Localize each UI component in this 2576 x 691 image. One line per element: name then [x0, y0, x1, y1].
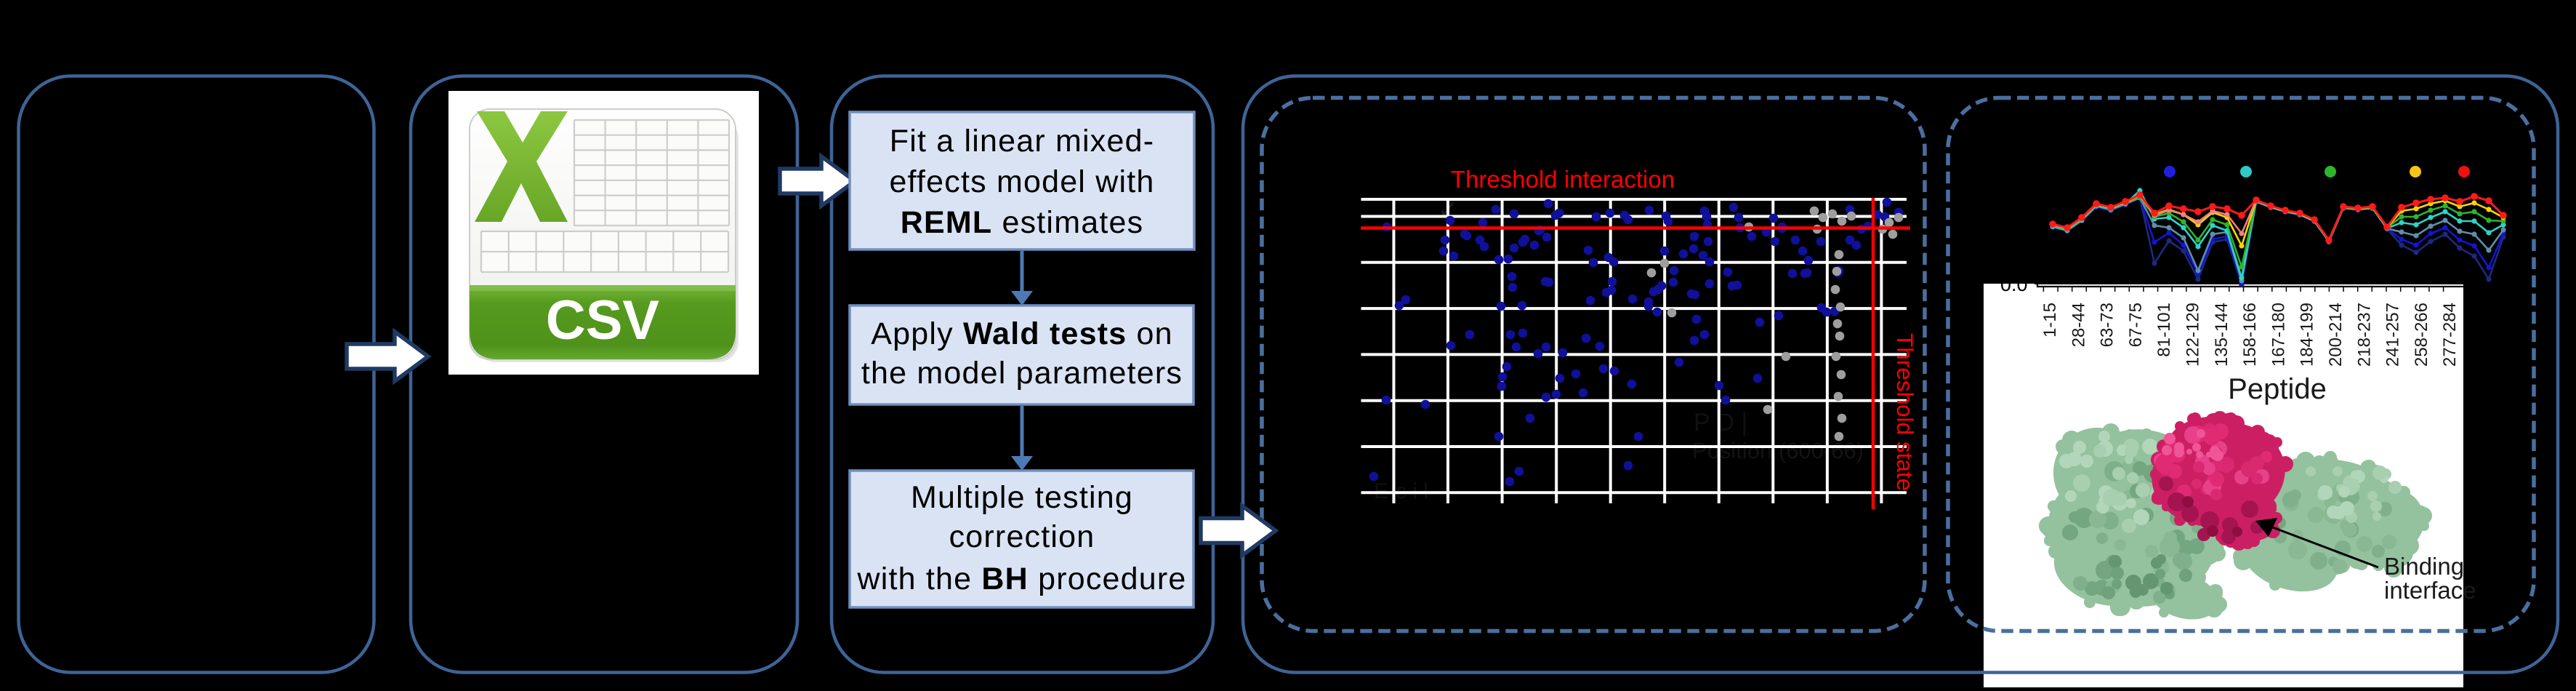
svg-text:Threshold state: Threshold state	[1892, 333, 1918, 491]
svg-text:Threshold interaction: Threshold interaction	[1451, 166, 1675, 193]
svg-text:correction: correction	[949, 519, 1095, 554]
svg-text:Apply Wald tests on: Apply Wald tests on	[871, 316, 1173, 351]
svg-text:Position (600-66): Position (600-66)	[1692, 438, 1864, 463]
svg-text:67-75: 67-75	[2126, 303, 2146, 347]
svg-text:167-180: 167-180	[2269, 303, 2288, 367]
svg-text:Peptide: Peptide	[2228, 373, 2327, 405]
svg-text:effects model with: effects model with	[890, 164, 1155, 199]
svg-text:184-199: 184-199	[2298, 303, 2317, 367]
svg-text:with the BH procedure: with the BH procedure	[856, 562, 1186, 596]
svg-text:interface: interface	[2384, 577, 2476, 604]
svg-text:the model parameters: the model parameters	[861, 356, 1183, 391]
svg-text:158-166: 158-166	[2240, 303, 2260, 367]
svg-text:135-144: 135-144	[2212, 303, 2231, 367]
svg-text:P D |: P D |	[1694, 409, 1747, 436]
svg-text:258-266: 258-266	[2412, 303, 2431, 367]
svg-text:Multiple testing: Multiple testing	[911, 480, 1133, 515]
svg-text:63-73: 63-73	[2098, 303, 2117, 347]
svg-text:28-44: 28-44	[2069, 303, 2088, 347]
svg-text:241-257: 241-257	[2383, 303, 2403, 367]
svg-text:CSV: CSV	[546, 289, 660, 351]
svg-text:REML estimates: REML estimates	[901, 205, 1144, 240]
svg-text:Binding: Binding	[2384, 553, 2464, 580]
svg-text:122-129: 122-129	[2183, 303, 2203, 367]
svg-text:218-237: 218-237	[2354, 303, 2374, 367]
svg-text:200-214: 200-214	[2326, 303, 2346, 367]
svg-text:Fit a linear mixed-: Fit a linear mixed-	[890, 124, 1155, 159]
svg-text:277-284: 277-284	[2440, 303, 2460, 367]
svg-text:81-101: 81-101	[2154, 303, 2174, 357]
svg-text:1-15: 1-15	[2040, 303, 2060, 337]
